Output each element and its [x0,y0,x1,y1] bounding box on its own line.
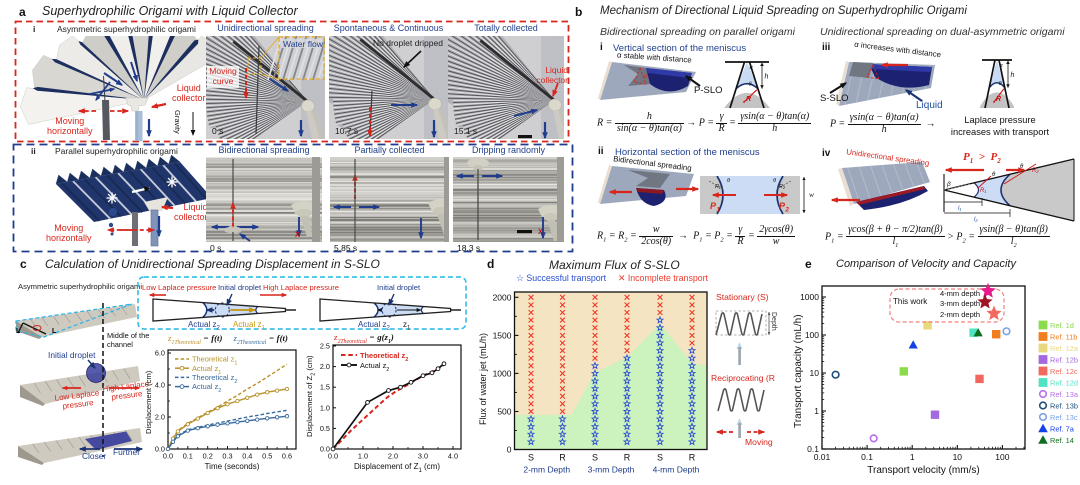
svg-text:R: R [996,96,1001,103]
svg-text:R: R [689,453,696,463]
svg-text:Ref. 12b: Ref. 12b [1050,356,1078,365]
svg-text:0.5: 0.5 [320,424,330,433]
svg-text:R₂: R₂ [779,184,786,190]
svg-text:Ref. 13c: Ref. 13c [1050,413,1078,422]
svg-text:θ: θ [749,82,752,88]
svg-text:2: 2 [785,208,790,214]
svg-text:R₂: R₂ [1032,168,1039,174]
svg-text:0.0: 0.0 [163,452,173,461]
svg-text:θ: θ [992,172,996,178]
svg-text:l₂: l₂ [974,217,978,223]
svg-text:3-mm Depth: 3-mm Depth [588,465,635,475]
svg-text:0.6: 0.6 [282,452,292,461]
svg-text:Ref. 7a: Ref. 7a [1050,425,1075,434]
svg-text:S: S [528,453,534,463]
svg-text:θ: θ [999,81,1002,87]
svg-text:1: 1 [814,406,819,416]
svg-text:R₁: R₁ [715,184,721,190]
svg-text:h: h [765,73,769,80]
svg-text:4-mm Depth: 4-mm Depth [653,465,700,475]
svg-text:0.1: 0.1 [861,452,873,462]
svg-text:x: x [538,226,543,237]
svg-text:0.1: 0.1 [807,444,819,454]
svg-text:θ: θ [1020,164,1024,170]
svg-text:500: 500 [497,406,511,416]
svg-text:Water flow: Water flow [283,39,324,49]
svg-text:l₁: l₁ [958,206,961,212]
svg-text:h: h [1011,72,1015,79]
svg-text:Actual z2: Actual z2 [360,361,389,373]
svg-text:1.0: 1.0 [358,452,368,461]
svg-text:6.0: 6.0 [155,349,165,358]
svg-text:4.0: 4.0 [448,452,458,461]
svg-text:1000: 1000 [800,292,819,302]
svg-text:2.5: 2.5 [320,342,330,351]
svg-text:15.1 s: 15.1 s [454,126,477,136]
svg-text:100: 100 [995,452,1009,462]
svg-text:Ref. 14: Ref. 14 [1050,436,1074,445]
svg-text:2.0: 2.0 [155,413,165,422]
svg-text:4-mm depth: 4-mm depth [940,289,980,298]
svg-text:1500: 1500 [493,330,512,340]
svg-text:Ref. 13b: Ref. 13b [1050,402,1078,411]
svg-text:1: 1 [717,208,721,214]
svg-text:0.0: 0.0 [320,445,330,454]
svg-text:0.0: 0.0 [155,445,165,454]
svg-text:Transport velocity (mm/s): Transport velocity (mm/s) [867,465,979,476]
svg-text:x: x [295,229,300,240]
svg-text:Ref. 1d: Ref. 1d [1050,321,1074,330]
svg-text:3-mm depth: 3-mm depth [940,299,980,308]
svg-text:Theoretical z1: Theoretical z1 [192,355,237,367]
svg-text:1.5: 1.5 [320,383,330,392]
svg-text:100: 100 [805,330,819,340]
svg-text:1.0: 1.0 [320,403,330,412]
svg-text:0.1: 0.1 [183,452,193,461]
svg-text:P: P [779,201,786,211]
svg-text:α: α [1000,63,1004,69]
svg-text:0: 0 [507,445,512,455]
svg-text:R: R [746,96,751,103]
svg-text:Ref. 11b: Ref. 11b [1050,333,1077,342]
svg-text:Ref. 12d: Ref. 12d [1050,379,1078,388]
svg-text:2000: 2000 [493,292,512,302]
svg-text:Ref. 13a: Ref. 13a [1050,390,1079,399]
svg-text:Time (seconds): Time (seconds) [205,462,260,471]
svg-text:No droplet dripped: No droplet dripped [373,38,443,48]
svg-text:2.0: 2.0 [388,452,398,461]
svg-text:R: R [559,453,566,463]
svg-text:θ: θ [773,178,776,184]
svg-text:2.0: 2.0 [320,362,330,371]
svg-text:10: 10 [810,368,820,378]
svg-text:0.4: 0.4 [242,452,252,461]
svg-text:10: 10 [953,452,963,462]
svg-text:S: S [592,453,598,463]
svg-text:0.5: 0.5 [262,452,272,461]
svg-text:Actual z1: Actual z1 [192,364,221,376]
svg-text:This work: This work [893,297,928,306]
svg-text:P: P [710,201,717,211]
svg-text:0.01: 0.01 [814,452,831,462]
svg-text:R₁: R₁ [980,188,986,194]
svg-text:0.3: 0.3 [222,452,232,461]
svg-text:3.0: 3.0 [418,452,428,461]
svg-text:4.0: 4.0 [155,381,165,390]
svg-text:2-mm Depth: 2-mm Depth [523,465,570,475]
svg-text:θ: θ [727,178,730,184]
svg-text:α: α [750,65,754,71]
svg-text:2-mm depth: 2-mm depth [940,310,980,319]
svg-text:1: 1 [910,452,915,462]
svg-text:0.2: 0.2 [203,452,213,461]
svg-text:Displacement of Z1 (cm): Displacement of Z1 (cm) [354,462,440,474]
svg-text:β: β [946,181,951,188]
svg-text:S: S [657,453,663,463]
svg-text:10.7 s: 10.7 s [335,126,358,136]
svg-text:1000: 1000 [493,368,512,378]
svg-text:R: R [624,453,631,463]
svg-text:Ref. 12c: Ref. 12c [1050,367,1078,376]
svg-text:Actual z2: Actual z2 [192,382,221,394]
svg-text:0.0: 0.0 [328,452,338,461]
svg-text:α: α [644,74,648,80]
svg-text:Ref. 12a: Ref. 12a [1050,344,1079,353]
svg-text:0 s: 0 s [212,126,223,136]
